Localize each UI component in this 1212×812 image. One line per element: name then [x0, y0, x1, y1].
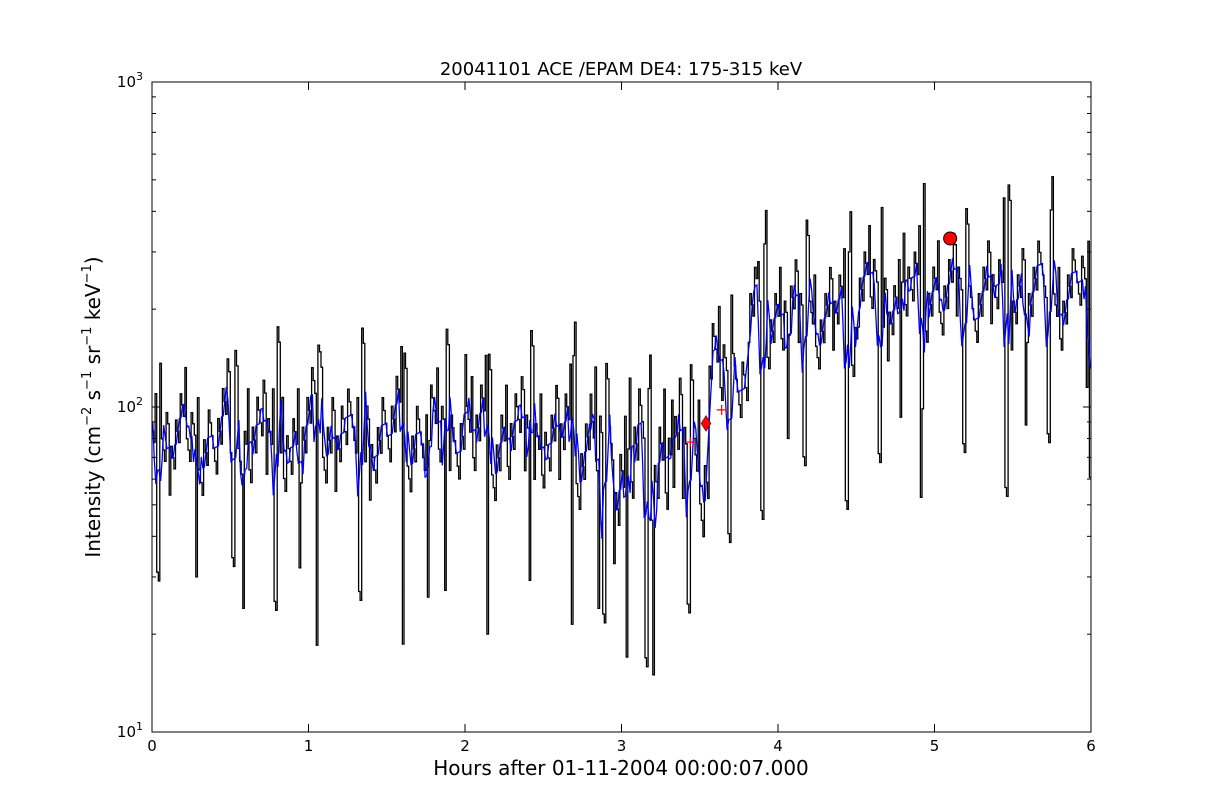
y-axis-label-exp: −1 [80, 327, 95, 346]
x-axis-label: Hours after 01-11-2004 00:00:07.000 [433, 756, 809, 780]
series-raw-line [152, 175, 1091, 676]
y-axis-label-part: Intensity (cm [81, 426, 105, 558]
y-axis-label-exp: −2 [80, 407, 95, 426]
y-axis-label-part: s [81, 390, 105, 407]
y-axis-label-exp: −1 [80, 264, 95, 283]
y-axis-label-exp: −1 [80, 371, 95, 390]
y-tick-label-exp: 1 [136, 720, 143, 733]
x-tick-label: 6 [1086, 737, 1096, 755]
y-tick-label: 101 [117, 720, 143, 741]
y-axis-label: Intensity (cm−2 s−1 sr−1 keV−1) [80, 256, 105, 557]
y-tick-label: 102 [117, 395, 143, 416]
y-axis-label-part: sr [81, 345, 105, 371]
y-tick-label-base: 10 [117, 73, 136, 91]
y-tick-label-base: 10 [117, 398, 136, 416]
plot-area [151, 81, 1092, 733]
onset-bound-marker [716, 404, 727, 415]
y-axis-label-part: keV [81, 283, 105, 327]
x-tick-label: 3 [617, 737, 627, 755]
onset-bound-marker [685, 437, 696, 448]
x-tick-label: 5 [930, 737, 940, 755]
y-tick-label-exp: 3 [136, 70, 143, 83]
y-axis-label-part: ) [81, 256, 105, 264]
y-tick-label-base: 10 [117, 723, 136, 741]
x-tick-label: 0 [147, 737, 157, 755]
x-tick-label: 4 [773, 737, 783, 755]
y-tick-label-exp: 2 [136, 395, 143, 408]
chart-title: 20041101 ACE /EPAM DE4: 175-315 keV [440, 59, 803, 80]
y-tick-label: 103 [117, 70, 143, 91]
peak-marker [943, 231, 958, 246]
x-tick-label: 1 [304, 737, 314, 755]
x-tick-labels: 0 1 2 3 4 5 6 [147, 737, 1096, 755]
onset-marker [700, 414, 712, 432]
series-smoothed-line [152, 258, 1091, 539]
x-tick-label: 2 [460, 737, 470, 755]
